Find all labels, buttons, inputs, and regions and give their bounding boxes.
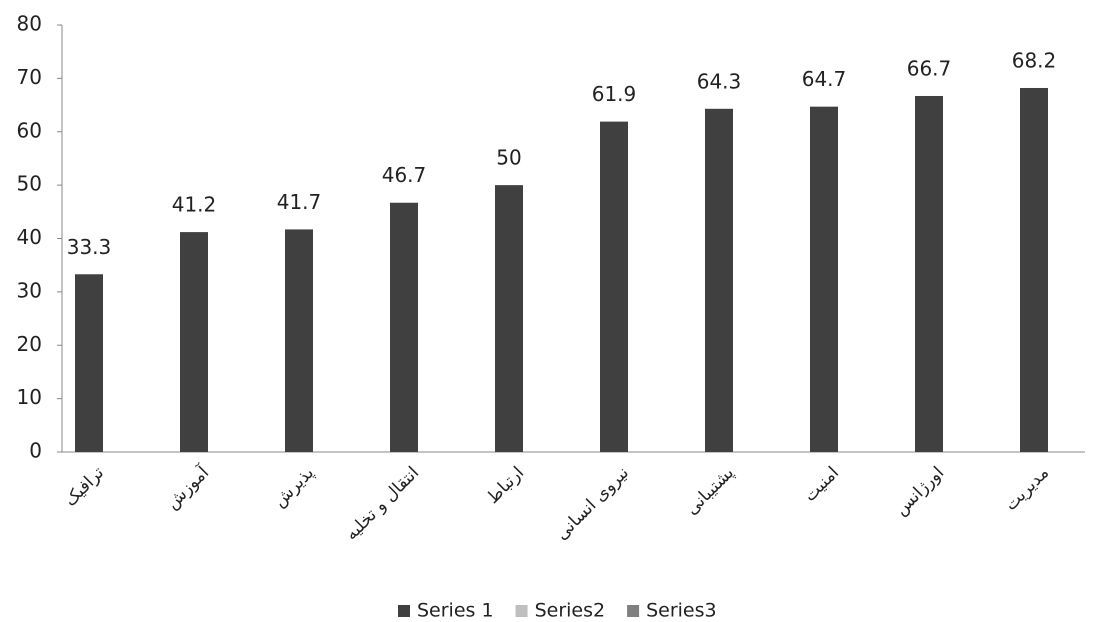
y-tick-label: 0 bbox=[29, 439, 42, 463]
x-tick-label: ترافیک bbox=[60, 463, 108, 511]
y-tick-label: 40 bbox=[17, 225, 42, 249]
x-tick-label: نیروی انسانی bbox=[552, 463, 633, 544]
x-tick-label: ارتباط bbox=[483, 463, 528, 508]
data-label: 64.3 bbox=[697, 69, 742, 93]
data-label: 33.3 bbox=[67, 235, 112, 259]
bar bbox=[1020, 87, 1048, 453]
bar bbox=[180, 232, 208, 452]
x-tick-label: مدیریت bbox=[1001, 463, 1053, 515]
data-label: 50 bbox=[496, 146, 521, 170]
y-tick-label: 80 bbox=[17, 12, 42, 36]
bar bbox=[390, 202, 418, 452]
x-tick-label: انتقال و تخلیه bbox=[342, 463, 424, 545]
x-tick-label: امنیت bbox=[800, 463, 843, 506]
bar bbox=[75, 274, 103, 452]
data-label: 64.7 bbox=[802, 67, 847, 91]
y-tick-label: 50 bbox=[17, 172, 42, 196]
data-label: 46.7 bbox=[382, 163, 427, 187]
data-label: 68.2 bbox=[1012, 48, 1057, 72]
data-label: 66.7 bbox=[907, 56, 952, 80]
data-label: 61.9 bbox=[592, 82, 637, 106]
bar bbox=[810, 106, 838, 452]
bar bbox=[705, 108, 733, 452]
y-tick-label: 70 bbox=[17, 65, 42, 89]
bar bbox=[495, 185, 523, 452]
y-tick-label: 60 bbox=[17, 118, 42, 142]
legend-swatch bbox=[398, 605, 410, 617]
x-tick-label: اورژانس bbox=[891, 463, 948, 520]
data-label: 41.2 bbox=[172, 193, 217, 217]
legend-label: Series2 bbox=[535, 600, 606, 622]
y-tick-label: 30 bbox=[17, 278, 42, 302]
x-tick-label: پذیرش bbox=[270, 463, 319, 512]
legend-swatch bbox=[515, 605, 528, 617]
data-label: 41.7 bbox=[277, 190, 322, 214]
bar bbox=[915, 95, 943, 453]
legend-label: Series 1 bbox=[417, 600, 494, 622]
y-tick-label: 20 bbox=[17, 332, 42, 356]
y-tick-label: 10 bbox=[17, 385, 42, 409]
x-tick-label: آموزش bbox=[161, 461, 214, 514]
legend-label: Series3 bbox=[646, 600, 717, 622]
legend-swatch bbox=[627, 605, 640, 617]
x-tick-label: پشتیبانی bbox=[682, 463, 738, 519]
bar bbox=[285, 229, 313, 452]
bar bbox=[600, 121, 628, 452]
